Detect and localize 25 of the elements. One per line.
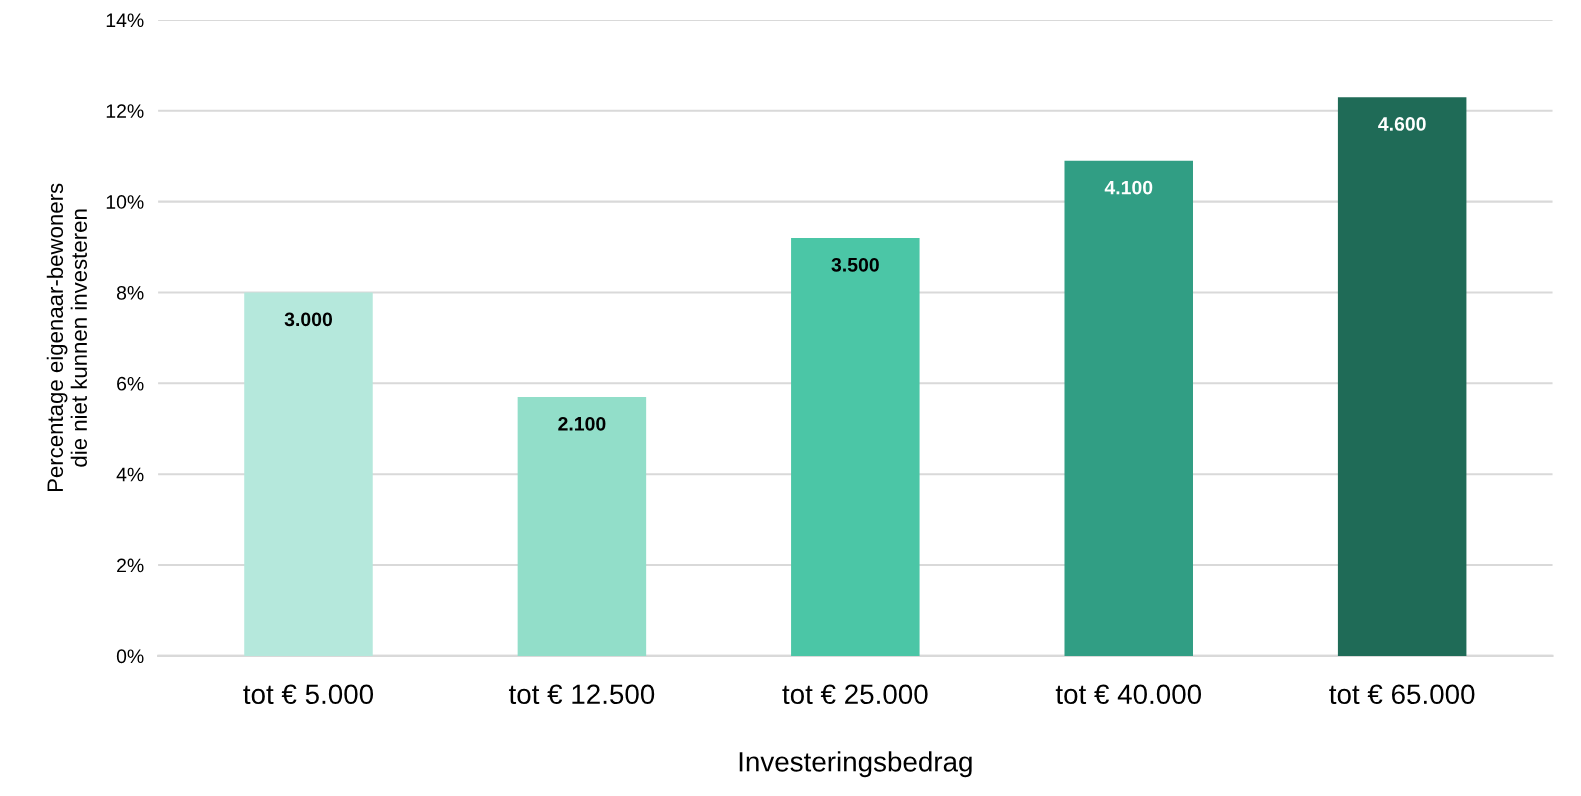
- annotation: 3.000: [284, 312, 333, 327]
- y-tick-label: 14%: [106, 13, 144, 28]
- bar: [244, 292, 373, 656]
- bar: [517, 396, 647, 656]
- x-tick-label: tot € 65.000: [1329, 684, 1475, 705]
- y-tick-label: 6%: [117, 376, 144, 391]
- annotation: 2.100: [558, 416, 606, 431]
- x-tick-label: tot € 12.500: [508, 684, 655, 705]
- y-axis-title: Percentage eigenaar-bewoners die niet kunnen investeren: [46, 183, 88, 492]
- y-tick-label: 0%: [116, 649, 144, 664]
- y-tick-label: 2%: [117, 558, 144, 573]
- bar: [791, 237, 920, 656]
- y-tick-label: 12%: [106, 104, 144, 118]
- annotation: 4.600: [1378, 117, 1426, 131]
- x-tick-label: tot € 5.000: [243, 684, 374, 705]
- x-tick-label: tot € 40.000: [1055, 684, 1202, 705]
- annotation: 4.100: [1104, 180, 1153, 195]
- y-tick-label: 8%: [116, 285, 144, 300]
- annotation: 3.500: [831, 257, 879, 272]
- y-tick-label: 4%: [116, 467, 144, 482]
- y-tick-label: 10%: [106, 195, 144, 209]
- x-tick-label: tot € 25.000: [782, 684, 928, 705]
- x-axis-title: Investeringsbedrag: [739, 751, 972, 778]
- bar: [1064, 160, 1193, 656]
- bar: [1337, 97, 1467, 656]
